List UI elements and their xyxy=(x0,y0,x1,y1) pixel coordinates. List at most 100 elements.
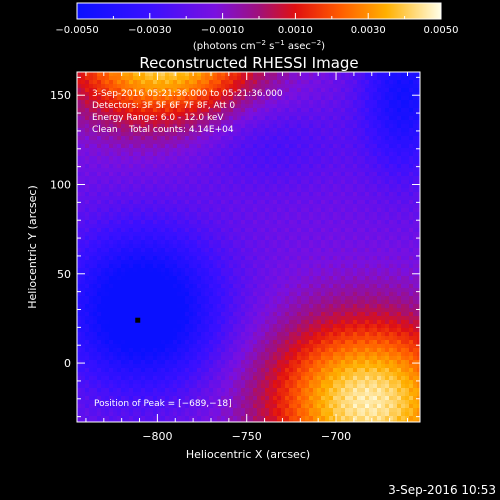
heatmap-cell xyxy=(141,236,146,241)
heatmap-cell xyxy=(397,156,402,161)
heatmap-cell xyxy=(353,240,358,245)
heatmap-cell xyxy=(301,72,306,77)
heatmap-cell xyxy=(245,300,250,305)
heatmap-cell xyxy=(401,84,406,89)
heatmap-cell xyxy=(349,168,354,173)
heatmap-cell xyxy=(181,284,186,289)
heatmap-cell xyxy=(133,196,138,201)
heatmap-cell xyxy=(233,260,238,265)
heatmap-cell xyxy=(313,196,318,201)
heatmap-cell xyxy=(309,116,314,121)
heatmap-cell xyxy=(253,260,258,265)
heatmap-cell xyxy=(297,160,302,165)
heatmap-cell xyxy=(369,268,374,273)
heatmap-cell xyxy=(137,192,142,197)
heatmap-cell xyxy=(177,256,182,261)
heatmap-cell xyxy=(177,236,182,241)
heatmap-cell xyxy=(213,252,218,257)
heatmap-cell xyxy=(341,160,346,165)
heatmap-cell xyxy=(353,152,358,157)
heatmap-cell xyxy=(81,104,86,109)
heatmap-cell xyxy=(317,276,322,281)
heatmap-cell xyxy=(117,272,122,277)
heatmap-cell xyxy=(373,136,378,141)
heatmap-cell xyxy=(161,136,166,141)
heatmap-cell xyxy=(301,120,306,125)
heatmap-cell xyxy=(161,128,166,133)
heatmap-cell xyxy=(133,276,138,281)
heatmap-cell xyxy=(237,140,242,145)
heatmap-cell xyxy=(201,80,206,85)
heatmap-cell xyxy=(313,228,318,233)
heatmap-cell xyxy=(413,296,418,301)
heatmap-cell xyxy=(325,144,330,149)
heatmap-cell xyxy=(149,260,154,265)
heatmap-cell xyxy=(381,144,386,149)
heatmap-cell xyxy=(361,100,366,105)
heatmap-cell xyxy=(221,228,226,233)
heatmap-cell xyxy=(189,264,194,269)
heatmap-cell xyxy=(229,188,234,193)
heatmap-cell xyxy=(309,100,314,105)
heatmap-cell xyxy=(393,84,398,89)
heatmap-cell xyxy=(261,168,266,173)
heatmap-cell xyxy=(213,188,218,193)
heatmap-cell xyxy=(317,232,322,237)
heatmap-cell xyxy=(361,208,366,213)
heatmap-cell xyxy=(261,288,266,293)
heatmap-cell xyxy=(209,160,214,165)
heatmap-cell xyxy=(117,228,122,233)
heatmap-cell xyxy=(205,176,210,181)
heatmap-cell xyxy=(253,244,258,249)
heatmap-cell xyxy=(253,296,258,301)
heatmap-cell xyxy=(269,276,274,281)
heatmap-cell xyxy=(353,144,358,149)
heatmap-cell xyxy=(173,124,178,129)
heatmap-cell xyxy=(197,80,202,85)
heatmap-cell xyxy=(313,288,318,293)
heatmap-cell xyxy=(277,264,282,269)
heatmap-cell xyxy=(153,160,158,165)
heatmap-cell xyxy=(245,184,250,189)
heatmap-cell xyxy=(133,260,138,265)
heatmap-cell xyxy=(317,204,322,209)
heatmap-cell xyxy=(365,156,370,161)
heatmap-cell xyxy=(157,108,162,113)
heatmap-cell xyxy=(257,92,262,97)
heatmap-cell xyxy=(117,200,122,205)
heatmap-cell xyxy=(285,212,290,217)
heatmap-cell xyxy=(161,164,166,169)
heatmap-cell xyxy=(321,112,326,117)
heatmap-cell xyxy=(213,200,218,205)
heatmap-cell xyxy=(181,200,186,205)
heatmap-cell xyxy=(205,120,210,125)
heatmap-cell xyxy=(141,176,146,181)
heatmap-cell xyxy=(153,192,158,197)
heatmap-cell xyxy=(241,200,246,205)
heatmap-cell xyxy=(413,252,418,257)
heatmap-cell xyxy=(333,244,338,249)
heatmap-cell xyxy=(389,260,394,265)
heatmap-cell xyxy=(201,160,206,165)
heatmap-cell xyxy=(261,236,266,241)
heatmap-cell xyxy=(277,196,282,201)
heatmap-cell xyxy=(181,264,186,269)
heatmap-cell xyxy=(369,188,374,193)
heatmap-cell xyxy=(369,92,374,97)
heatmap-cell xyxy=(89,128,94,133)
heatmap-cell xyxy=(149,284,154,289)
heatmap-cell xyxy=(281,136,286,141)
heatmap-cell xyxy=(93,184,98,189)
heatmap-cell xyxy=(169,156,174,161)
heatmap-cell xyxy=(353,108,358,113)
heatmap-cell xyxy=(249,92,254,97)
heatmap-cell xyxy=(153,224,158,229)
heatmap-cell xyxy=(209,140,214,145)
heatmap-cell xyxy=(105,188,110,193)
heatmap-cell xyxy=(341,256,346,261)
heatmap-cell xyxy=(125,268,130,273)
heatmap-cell xyxy=(145,232,150,237)
heatmap-cell xyxy=(277,244,282,249)
heatmap-cell xyxy=(161,184,166,189)
heatmap-cell xyxy=(289,224,294,229)
